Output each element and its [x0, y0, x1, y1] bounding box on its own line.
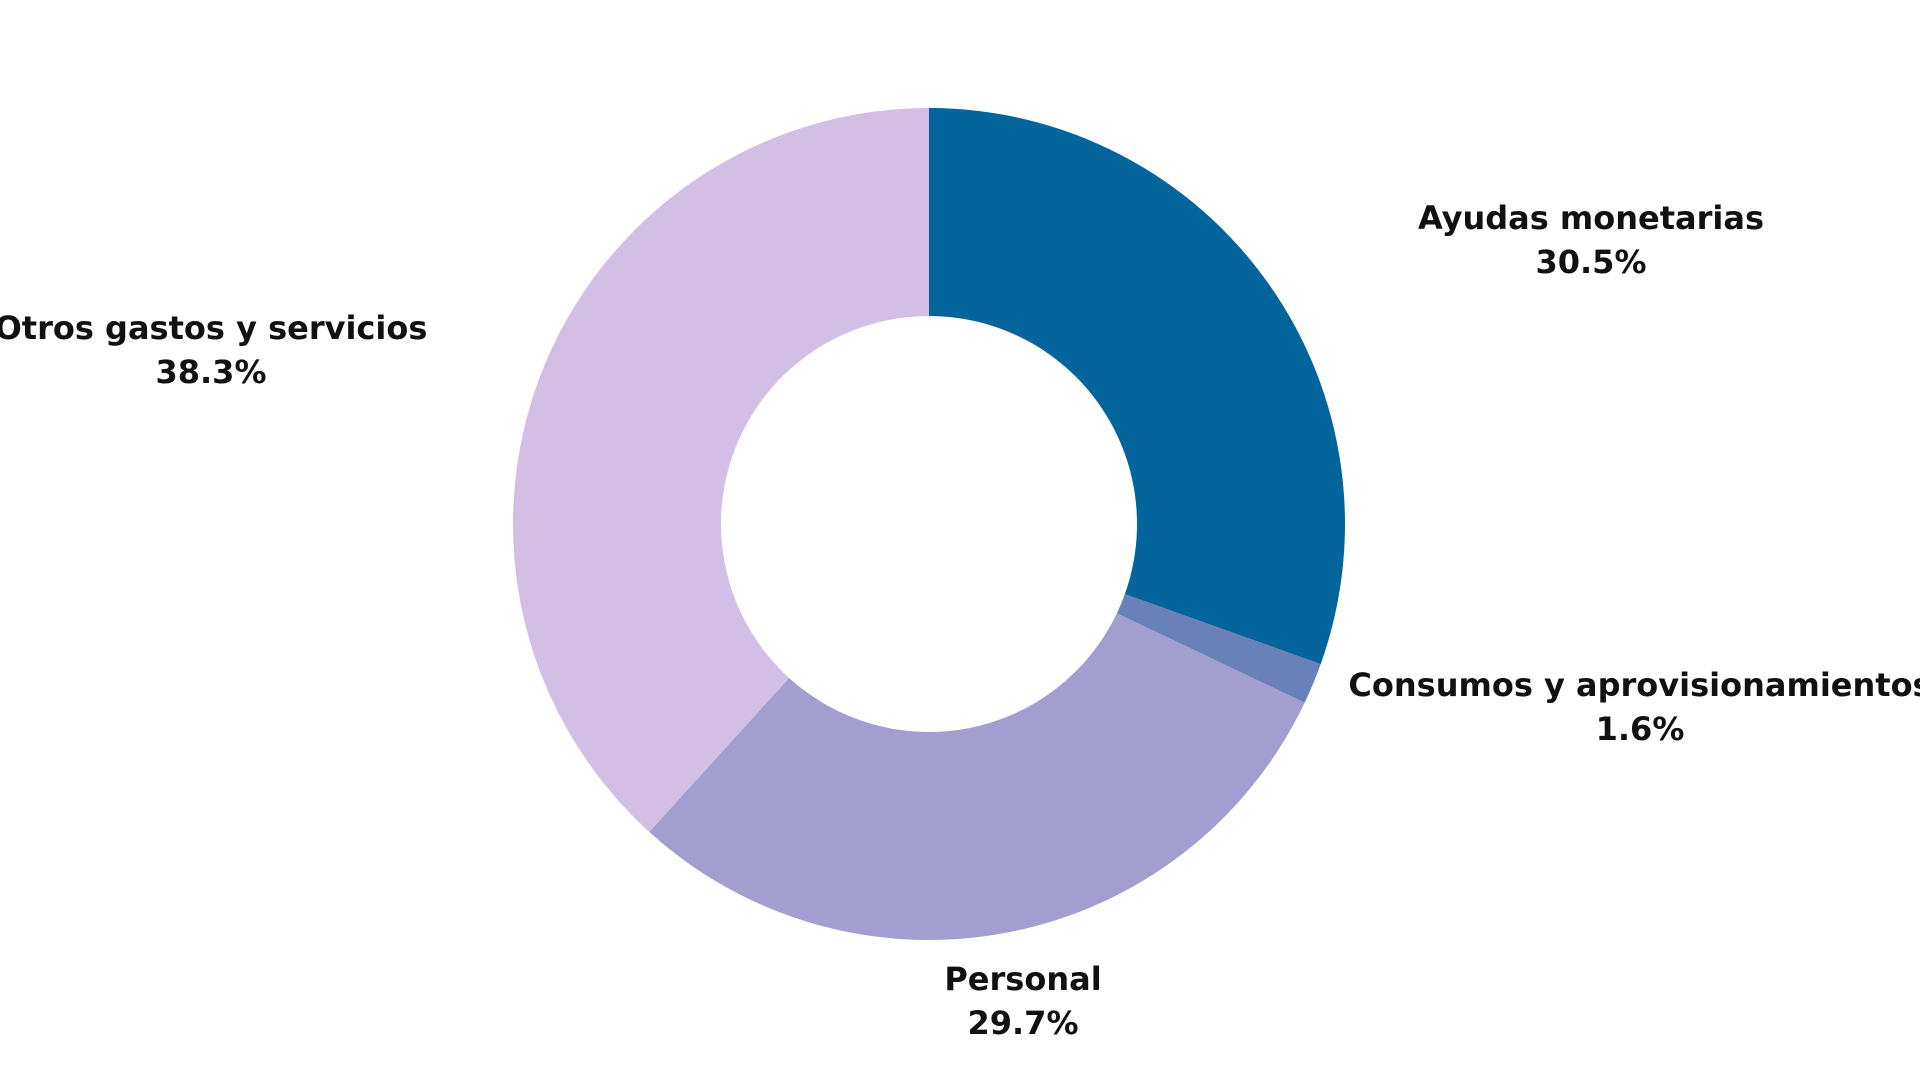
label-otros-gastos-servicios: Otros gastos y servicios 38.3%: [0, 306, 427, 394]
label-ayudas-monetarias-name: Ayudas monetarias: [1417, 199, 1765, 237]
label-consumos-aprovisionamientos-value: 1.6%: [1595, 710, 1685, 748]
slice-consumos-y-aprovisionamientos: [1116, 594, 1321, 703]
label-consumos-aprovisionamientos: Consumos y aprovisionamientos 1.6%: [1348, 663, 1920, 751]
slice-ayudas-monetarias: [929, 108, 1345, 665]
label-personal-value: 29.7%: [967, 1004, 1079, 1042]
label-ayudas-monetarias-value: 30.5%: [1535, 243, 1647, 281]
label-otros-gastos-servicios-name: Otros gastos y servicios: [0, 309, 428, 347]
label-consumos-aprovisionamientos-name: Consumos y aprovisionamientos: [1348, 666, 1920, 704]
label-personal: Personal 29.7%: [944, 957, 1101, 1045]
label-ayudas-monetarias: Ayudas monetarias 30.5%: [1418, 196, 1764, 284]
slice-otros-gastos-y-servicios: [513, 108, 929, 832]
slice-personal: [649, 613, 1305, 940]
label-personal-name: Personal: [944, 960, 1102, 998]
label-otros-gastos-servicios-value: 38.3%: [155, 353, 267, 391]
